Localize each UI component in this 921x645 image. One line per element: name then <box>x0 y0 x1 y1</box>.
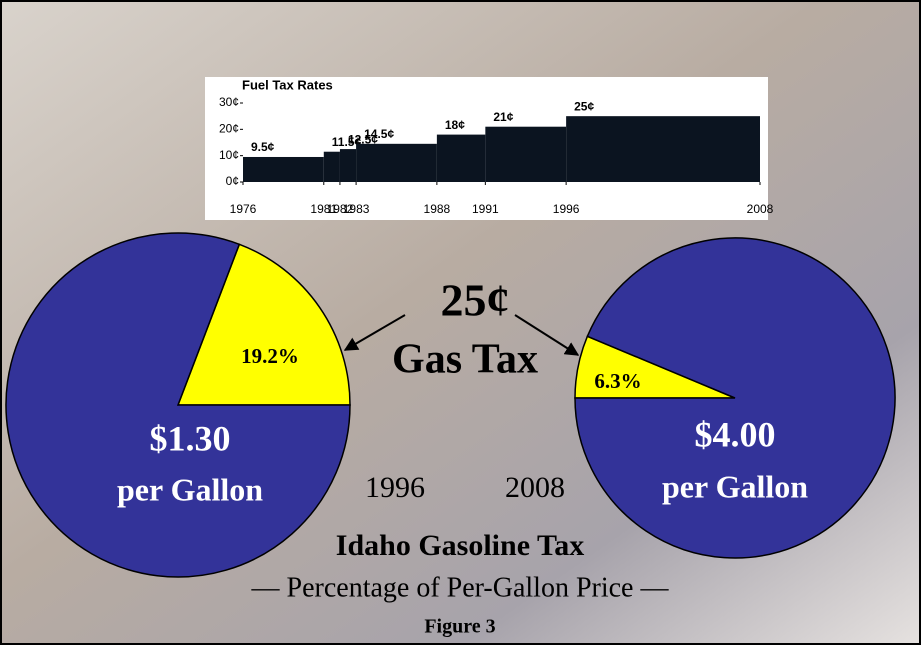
value-label: 18¢ <box>445 118 465 132</box>
year-label: 1996 <box>365 471 425 504</box>
callout-label: Gas Tax <box>392 337 538 383</box>
pie-slice <box>575 238 895 558</box>
slice-label: 19.2% <box>241 344 299 368</box>
y-tick-label: 30¢ <box>219 95 239 109</box>
step-bar <box>243 157 324 182</box>
slide: Fuel Tax Rates0¢10¢20¢30¢197619811982198… <box>0 0 921 645</box>
value-label: 25¢ <box>574 99 594 113</box>
step-bar <box>485 127 566 182</box>
x-tick-label: 1983 <box>343 202 370 216</box>
step-bar <box>340 149 356 182</box>
title: Idaho Gasoline Tax <box>336 529 584 562</box>
x-tick-label: 1988 <box>424 202 451 216</box>
step-bar <box>324 152 340 182</box>
y-tick-label: 10¢ <box>219 148 239 162</box>
price-label: $4.00 <box>695 414 776 454</box>
price-label: $1.30 <box>150 418 231 458</box>
step-bar <box>437 135 485 182</box>
figure-label: Figure 3 <box>424 616 495 638</box>
value-label: 14.5¢ <box>364 127 394 141</box>
price-label: per Gallon <box>662 468 808 504</box>
x-tick-label: 1996 <box>553 202 580 216</box>
subtitle: — Percentage of Per-Gallon Price — <box>251 572 670 603</box>
step-bar <box>566 116 760 182</box>
y-tick-label: 0¢ <box>226 174 239 188</box>
value-label: 9.5¢ <box>251 140 275 154</box>
x-tick-label: 1991 <box>472 202 499 216</box>
price-label: per Gallon <box>117 471 263 507</box>
x-tick-label: 1976 <box>230 202 257 216</box>
inset-title: Fuel Tax Rates <box>242 77 333 92</box>
value-label: 21¢ <box>493 110 513 124</box>
y-tick-label: 20¢ <box>219 122 239 136</box>
callout-amount: 25¢ <box>441 275 510 326</box>
year-label: 2008 <box>505 471 565 504</box>
x-tick-label: 2008 <box>747 202 774 216</box>
slice-label: 6.3% <box>594 369 641 393</box>
step-bar <box>356 144 437 182</box>
